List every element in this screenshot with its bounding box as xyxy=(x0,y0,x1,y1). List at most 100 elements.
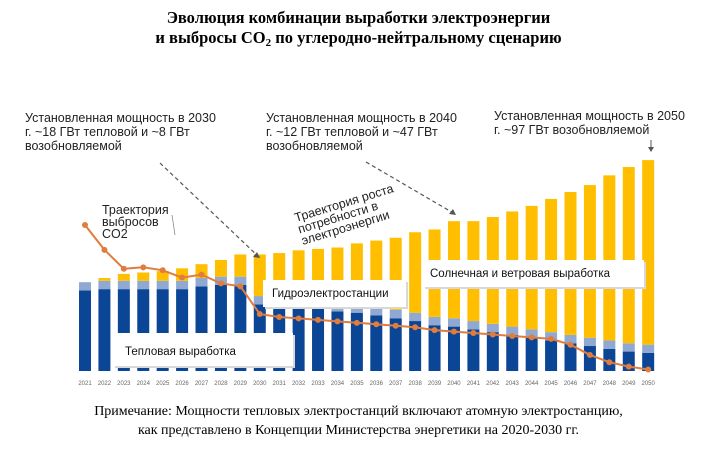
hydro-bar-2040 xyxy=(447,318,460,327)
co2-point-2042 xyxy=(489,331,496,338)
co2-line xyxy=(84,224,649,371)
hydro-bar-2037 xyxy=(389,309,402,319)
thermal-bar-2040 xyxy=(447,326,460,371)
hydro-bar-2044 xyxy=(525,329,538,338)
annotation-2030-line-1: Установленная мощность в 2030 xyxy=(25,111,216,125)
thermal-bar-2021 xyxy=(79,290,91,371)
chart-title: Эволюция комбинации выработки электроэне… xyxy=(0,8,717,53)
x-tick-2047: 2047 xyxy=(583,381,597,387)
co2-point-2039 xyxy=(431,327,438,334)
x-tick-2021: 2021 xyxy=(78,381,92,387)
co2-point-2040 xyxy=(450,328,457,335)
renewable-bar-2025 xyxy=(156,271,169,281)
series-label-hydro: Гидроэлектростанции xyxy=(272,288,389,300)
hydro-bar-2042 xyxy=(486,323,499,333)
co2-point-2044 xyxy=(528,334,535,341)
renewable-bar-2024 xyxy=(137,272,150,281)
thermal-bar-2034 xyxy=(331,311,344,371)
co2-point-2049 xyxy=(625,363,632,370)
hydro-bar-2030 xyxy=(253,296,266,305)
co2-point-2041 xyxy=(470,330,477,337)
series-label-solar_wind: Солнечная и ветровая выработка xyxy=(430,268,611,280)
x-tick-2048: 2048 xyxy=(603,381,617,387)
annotation-2050-line-2: г. ~97 ГВт возобновляемой xyxy=(494,123,649,137)
co2-line-group xyxy=(82,222,652,373)
thermal-bar-2041 xyxy=(467,329,480,371)
thermal-bar-2037 xyxy=(389,318,402,371)
thermal-bar-2038 xyxy=(409,321,422,371)
x-tick-2039: 2039 xyxy=(428,381,442,387)
hydro-bar-2043 xyxy=(506,326,519,335)
series-label-thermal: Тепловая выработка xyxy=(125,346,236,358)
footnote: Примечание: Мощности тепловых электроста… xyxy=(0,402,717,440)
co2-point-2024 xyxy=(140,264,147,271)
x-tick-2030: 2030 xyxy=(253,381,267,387)
thermal-bar-2045 xyxy=(545,340,558,371)
arrow-2050-head xyxy=(648,147,654,152)
label-box-solar_wind xyxy=(423,260,644,287)
co2-point-2023 xyxy=(120,265,127,272)
renewable-bar-2048 xyxy=(603,175,616,341)
renewable-bar-2028 xyxy=(214,260,227,277)
annotation-2040-line-2: г. ~12 ГВт тепловой и ~47 ГВт xyxy=(266,125,438,139)
x-tick-2022: 2022 xyxy=(98,381,112,387)
hydro-bar-2024 xyxy=(137,280,150,290)
x-tick-2049: 2049 xyxy=(622,381,636,387)
renewable-bar-2023 xyxy=(117,273,130,281)
arrow-2040-dashed xyxy=(365,161,456,215)
renewable-bar-2038 xyxy=(409,232,422,313)
title-line-2: и выбросы CO2 по углеродно-нейтральному … xyxy=(155,28,562,49)
thermal-bar-2044 xyxy=(525,337,538,371)
hydro-bar-2048 xyxy=(603,340,616,349)
title-line-1: Эволюция комбинации выработки электроэне… xyxy=(166,8,551,27)
x-tick-2033: 2033 xyxy=(311,381,325,387)
label-box-thermal xyxy=(113,333,293,366)
arrow-2030-dashed xyxy=(159,162,261,259)
hydro-bar-2021 xyxy=(79,282,91,291)
x-tick-2024: 2024 xyxy=(137,381,151,387)
renewable-bar-2050 xyxy=(642,160,655,345)
co2-point-2026 xyxy=(179,274,186,281)
x-tick-2043: 2043 xyxy=(506,381,520,387)
hydro-bar-2041 xyxy=(467,321,480,330)
co2-point-2038 xyxy=(412,324,419,331)
annotation-co2-trajectory-line-3: CO2 xyxy=(102,227,128,241)
co2-point-2027 xyxy=(198,271,205,278)
renewable-bar-2022 xyxy=(98,278,111,281)
renewable-bar-2030 xyxy=(253,254,266,297)
co2-point-2043 xyxy=(509,332,516,339)
thermal-bar-2035 xyxy=(350,312,363,371)
co2-point-2037 xyxy=(392,322,399,329)
footnote-line-1: Примечание: Мощности тепловых электроста… xyxy=(94,404,623,419)
thermal-bar-2033 xyxy=(312,308,325,371)
co2-point-2032 xyxy=(295,315,302,322)
hydro-bar-2046 xyxy=(564,334,577,344)
hydro-bar-2050 xyxy=(642,344,655,353)
co2-point-2028 xyxy=(217,280,224,287)
thermal-bar-2022 xyxy=(98,289,111,371)
thermal-bar-2039 xyxy=(428,325,441,371)
x-tick-2034: 2034 xyxy=(331,381,345,387)
annotation-co2-trajectory-line-1: Траектория xyxy=(102,203,169,217)
annotation-2040-line-3: возобновляемой xyxy=(266,139,363,153)
co2-point-2034 xyxy=(334,318,341,325)
co2-point-2029 xyxy=(237,283,244,290)
arrow-2030-head xyxy=(253,252,260,258)
hydro-bar-2038 xyxy=(409,312,422,322)
x-tick-2025: 2025 xyxy=(156,381,170,387)
x-tick-2042: 2042 xyxy=(486,381,500,387)
co2-point-2048 xyxy=(606,359,613,366)
annotation-2030-line-2: г. ~18 ГВт тепловой и ~8 ГВт xyxy=(25,125,190,139)
x-tick-2037: 2037 xyxy=(389,381,403,387)
label-box-hydro xyxy=(263,280,406,307)
x-tick-2028: 2028 xyxy=(214,381,228,387)
arrow-2040-head xyxy=(449,209,456,215)
renewable-bar-2029 xyxy=(234,254,247,277)
hydro-bar-2023 xyxy=(117,280,130,290)
co2-point-2030 xyxy=(256,311,263,318)
x-tick-2044: 2044 xyxy=(525,381,539,387)
x-tick-2038: 2038 xyxy=(408,381,422,387)
x-tick-2045: 2045 xyxy=(544,381,558,387)
